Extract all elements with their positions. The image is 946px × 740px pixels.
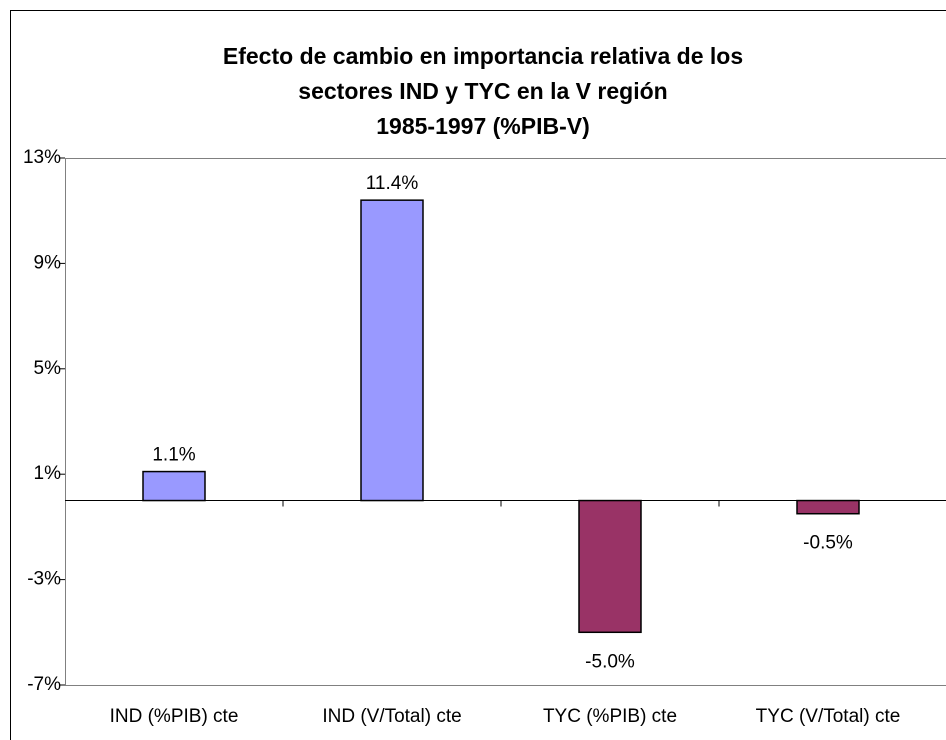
chart-title: sectores IND y TYC en la V región: [298, 78, 667, 104]
x-tick-label: TYC (V/Total) cte: [756, 706, 901, 727]
y-tick-label: 9%: [34, 252, 62, 273]
bar: [796, 499, 860, 515]
y-tick-label: -3%: [27, 569, 61, 590]
chart-frame: [10, 10, 946, 740]
chart-title: Efecto de cambio en importancia relativa…: [223, 43, 743, 69]
y-tick-label: 1%: [34, 463, 62, 484]
x-tick-label: IND (%PIB) cte: [110, 706, 239, 727]
x-tick-label: IND (V/Total) cte: [322, 706, 461, 727]
value-label: 11.4%: [366, 173, 419, 194]
plot-area: [65, 158, 946, 686]
value-label: 1.1%: [152, 445, 195, 466]
bar: [360, 199, 424, 502]
y-tick-label: -7%: [27, 674, 61, 695]
y-tick-label: 5%: [34, 358, 62, 379]
value-label: -0.5%: [803, 533, 853, 554]
y-tick-label: 13%: [23, 147, 61, 168]
x-tick-label: TYC (%PIB) cte: [543, 706, 677, 727]
bar: [578, 499, 642, 634]
bar: [142, 470, 206, 502]
chart-title: 1985-1997 (%PIB-V): [376, 113, 590, 139]
value-label: -5.0%: [585, 651, 635, 672]
